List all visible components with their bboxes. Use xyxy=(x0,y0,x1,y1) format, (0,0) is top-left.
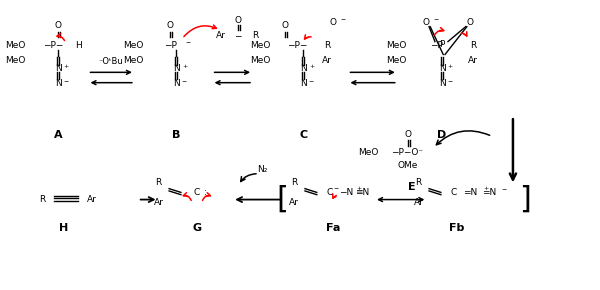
Text: +: + xyxy=(484,186,489,191)
Text: Ar: Ar xyxy=(215,31,226,40)
Text: O: O xyxy=(329,19,336,28)
Text: Ar: Ar xyxy=(87,195,97,204)
Text: N: N xyxy=(55,64,61,73)
Text: +: + xyxy=(357,186,362,191)
Text: O: O xyxy=(55,21,62,30)
Text: Ar: Ar xyxy=(322,56,332,65)
Text: R: R xyxy=(470,41,476,50)
Text: R: R xyxy=(415,178,422,187)
Text: −: − xyxy=(448,78,453,83)
Text: +: + xyxy=(182,64,187,68)
Text: −P−: −P− xyxy=(287,41,307,50)
Text: P: P xyxy=(439,40,445,49)
Text: ]: ] xyxy=(519,185,530,214)
Text: O: O xyxy=(235,16,242,25)
Text: R: R xyxy=(291,178,298,187)
Text: :: : xyxy=(204,188,207,197)
Text: R: R xyxy=(324,41,330,50)
Text: R: R xyxy=(251,31,258,40)
Text: Fb: Fb xyxy=(449,223,464,233)
Text: ≡N: ≡N xyxy=(355,188,370,197)
Text: MeO: MeO xyxy=(358,148,379,157)
Text: MeO: MeO xyxy=(5,41,26,50)
Text: −: − xyxy=(341,17,346,22)
Text: A: A xyxy=(54,130,62,140)
Text: −: − xyxy=(235,31,242,40)
Text: H: H xyxy=(59,223,68,233)
Text: MeO: MeO xyxy=(5,56,26,65)
Text: MeO: MeO xyxy=(124,41,143,50)
Text: N: N xyxy=(300,64,307,73)
Text: O: O xyxy=(405,130,412,139)
Text: N: N xyxy=(439,79,445,88)
Text: N: N xyxy=(439,64,445,73)
Text: −: − xyxy=(309,78,314,83)
Text: MeO: MeO xyxy=(386,41,407,50)
Text: N: N xyxy=(300,79,307,88)
Text: +: + xyxy=(448,64,453,68)
Text: Ar: Ar xyxy=(289,198,299,207)
Text: R: R xyxy=(39,195,45,204)
Text: C: C xyxy=(451,188,457,197)
Text: N: N xyxy=(173,79,179,88)
Text: C: C xyxy=(326,188,333,197)
Text: −P−O⁻: −P−O⁻ xyxy=(391,148,423,157)
Text: =N: =N xyxy=(463,188,478,197)
Text: MeO: MeO xyxy=(124,56,143,65)
Text: −P−: −P− xyxy=(43,41,64,50)
Text: N₂: N₂ xyxy=(257,165,267,174)
Text: OMe: OMe xyxy=(397,161,418,170)
Text: Ar: Ar xyxy=(413,198,424,207)
Text: H: H xyxy=(76,41,82,50)
Text: =N: =N xyxy=(482,188,496,197)
Text: Ar: Ar xyxy=(154,198,163,207)
Text: MeO: MeO xyxy=(386,56,407,65)
Text: O: O xyxy=(422,19,429,28)
Text: MeO: MeO xyxy=(250,56,271,65)
Text: O: O xyxy=(282,21,289,30)
Text: −: − xyxy=(185,39,191,44)
Text: [: [ xyxy=(277,185,289,214)
Text: E: E xyxy=(407,182,415,192)
Text: MeO: MeO xyxy=(250,41,271,50)
Text: +: + xyxy=(309,64,314,68)
Text: Ar: Ar xyxy=(468,56,478,65)
Text: Fa: Fa xyxy=(326,223,340,233)
Text: +: + xyxy=(64,64,69,68)
Text: −: − xyxy=(182,78,187,83)
Text: −P: −P xyxy=(430,41,443,50)
Text: G: G xyxy=(193,223,202,233)
Text: O: O xyxy=(167,21,174,30)
Text: N: N xyxy=(173,64,179,73)
Text: −: − xyxy=(333,186,338,191)
Text: R: R xyxy=(155,178,161,187)
Text: B: B xyxy=(172,130,181,140)
Text: ⁻OᵗBu: ⁻OᵗBu xyxy=(99,57,124,66)
Text: O: O xyxy=(467,19,474,28)
Text: −: − xyxy=(502,186,507,191)
Text: N: N xyxy=(55,79,61,88)
Text: −N: −N xyxy=(339,188,353,197)
Text: D: D xyxy=(437,130,446,140)
Text: −: − xyxy=(434,16,439,21)
Text: C: C xyxy=(194,188,200,197)
Text: −P: −P xyxy=(164,41,177,50)
Text: −: − xyxy=(64,78,69,83)
Text: C: C xyxy=(299,130,307,140)
